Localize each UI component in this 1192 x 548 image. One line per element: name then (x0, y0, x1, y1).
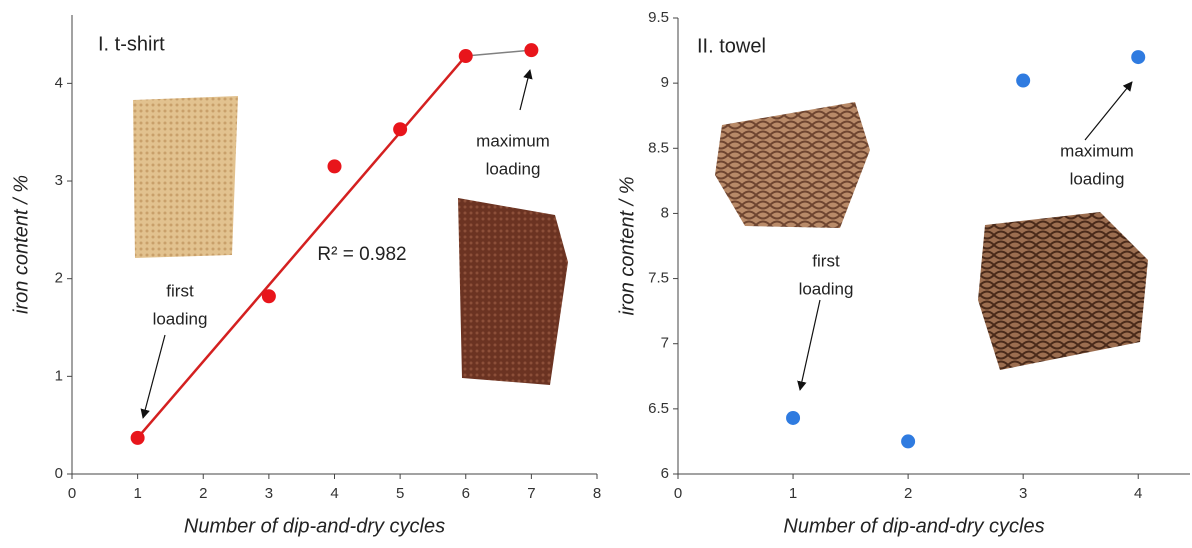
x-tick-label: 6 (462, 485, 470, 502)
y-axis-label: iron content / % (616, 177, 638, 316)
plateau-line (465, 49, 532, 57)
data-point (261, 289, 276, 304)
x-tick-label: 2 (904, 485, 912, 502)
x-tick-label: 0 (68, 485, 76, 502)
annotation: loading (799, 279, 854, 298)
y-tick-label: 3 (55, 172, 63, 189)
annotation: loading (486, 159, 541, 178)
data-point (458, 49, 473, 64)
x-tick-label: 5 (396, 485, 404, 502)
annotation-arrow (797, 299, 821, 391)
annotation: loading (153, 309, 208, 328)
x-tick-label: 3 (1019, 485, 1027, 502)
annotation: first (166, 281, 194, 300)
annotation: maximum (476, 131, 550, 150)
x-tick-label: 8 (593, 485, 601, 502)
x-tick-label: 0 (674, 485, 682, 502)
data-point (327, 159, 342, 174)
data-point (524, 43, 539, 58)
y-tick-label: 1 (55, 367, 63, 384)
x-tick-label: 1 (789, 485, 797, 502)
x-tick-label: 7 (527, 485, 535, 502)
x-axis-label: Number of dip-and-dry cycles (184, 515, 445, 537)
y-tick-label: 7 (661, 335, 669, 352)
x-tick-label: 4 (330, 485, 338, 502)
x-tick-label: 1 (133, 485, 141, 502)
y-tick-label: 9 (661, 74, 669, 91)
annotation: R² = 0.982 (317, 244, 406, 265)
towel-photo-before (715, 102, 870, 228)
annotation: maximum (1060, 141, 1134, 160)
panel-title: I. t-shirt (98, 33, 165, 55)
y-axis-label: iron content / % (10, 175, 32, 314)
y-tick-label: 7.5 (648, 270, 669, 287)
y-tick-label: 4 (55, 74, 63, 91)
fit-line (136, 55, 467, 439)
panel-title: II. towel (697, 35, 766, 57)
y-tick-label: 9.5 (648, 9, 669, 26)
annotation-arrow (519, 69, 533, 111)
tshirt-photo-after (458, 198, 568, 385)
y-tick-label: 8 (661, 204, 669, 221)
y-tick-label: 2 (55, 270, 63, 287)
data-point (393, 122, 408, 137)
annotation-arrow (140, 334, 166, 419)
annotation: first (812, 251, 840, 270)
x-axis-label: Number of dip-and-dry cycles (783, 515, 1044, 537)
annotation-arrow (1084, 81, 1133, 141)
towel-photo-after (978, 212, 1148, 370)
data-point (1131, 50, 1146, 65)
annotation: loading (1070, 169, 1125, 188)
data-point (901, 434, 916, 449)
tshirt-photo-before (133, 96, 238, 258)
x-tick-label: 2 (199, 485, 207, 502)
data-point (786, 410, 801, 425)
data-point (130, 430, 145, 445)
y-tick-label: 0 (55, 465, 63, 482)
data-point (1016, 73, 1031, 88)
y-tick-label: 6 (661, 465, 669, 482)
x-tick-label: 4 (1134, 485, 1142, 502)
y-tick-label: 6.5 (648, 400, 669, 417)
x-tick-label: 3 (265, 485, 273, 502)
y-tick-label: 8.5 (648, 139, 669, 156)
